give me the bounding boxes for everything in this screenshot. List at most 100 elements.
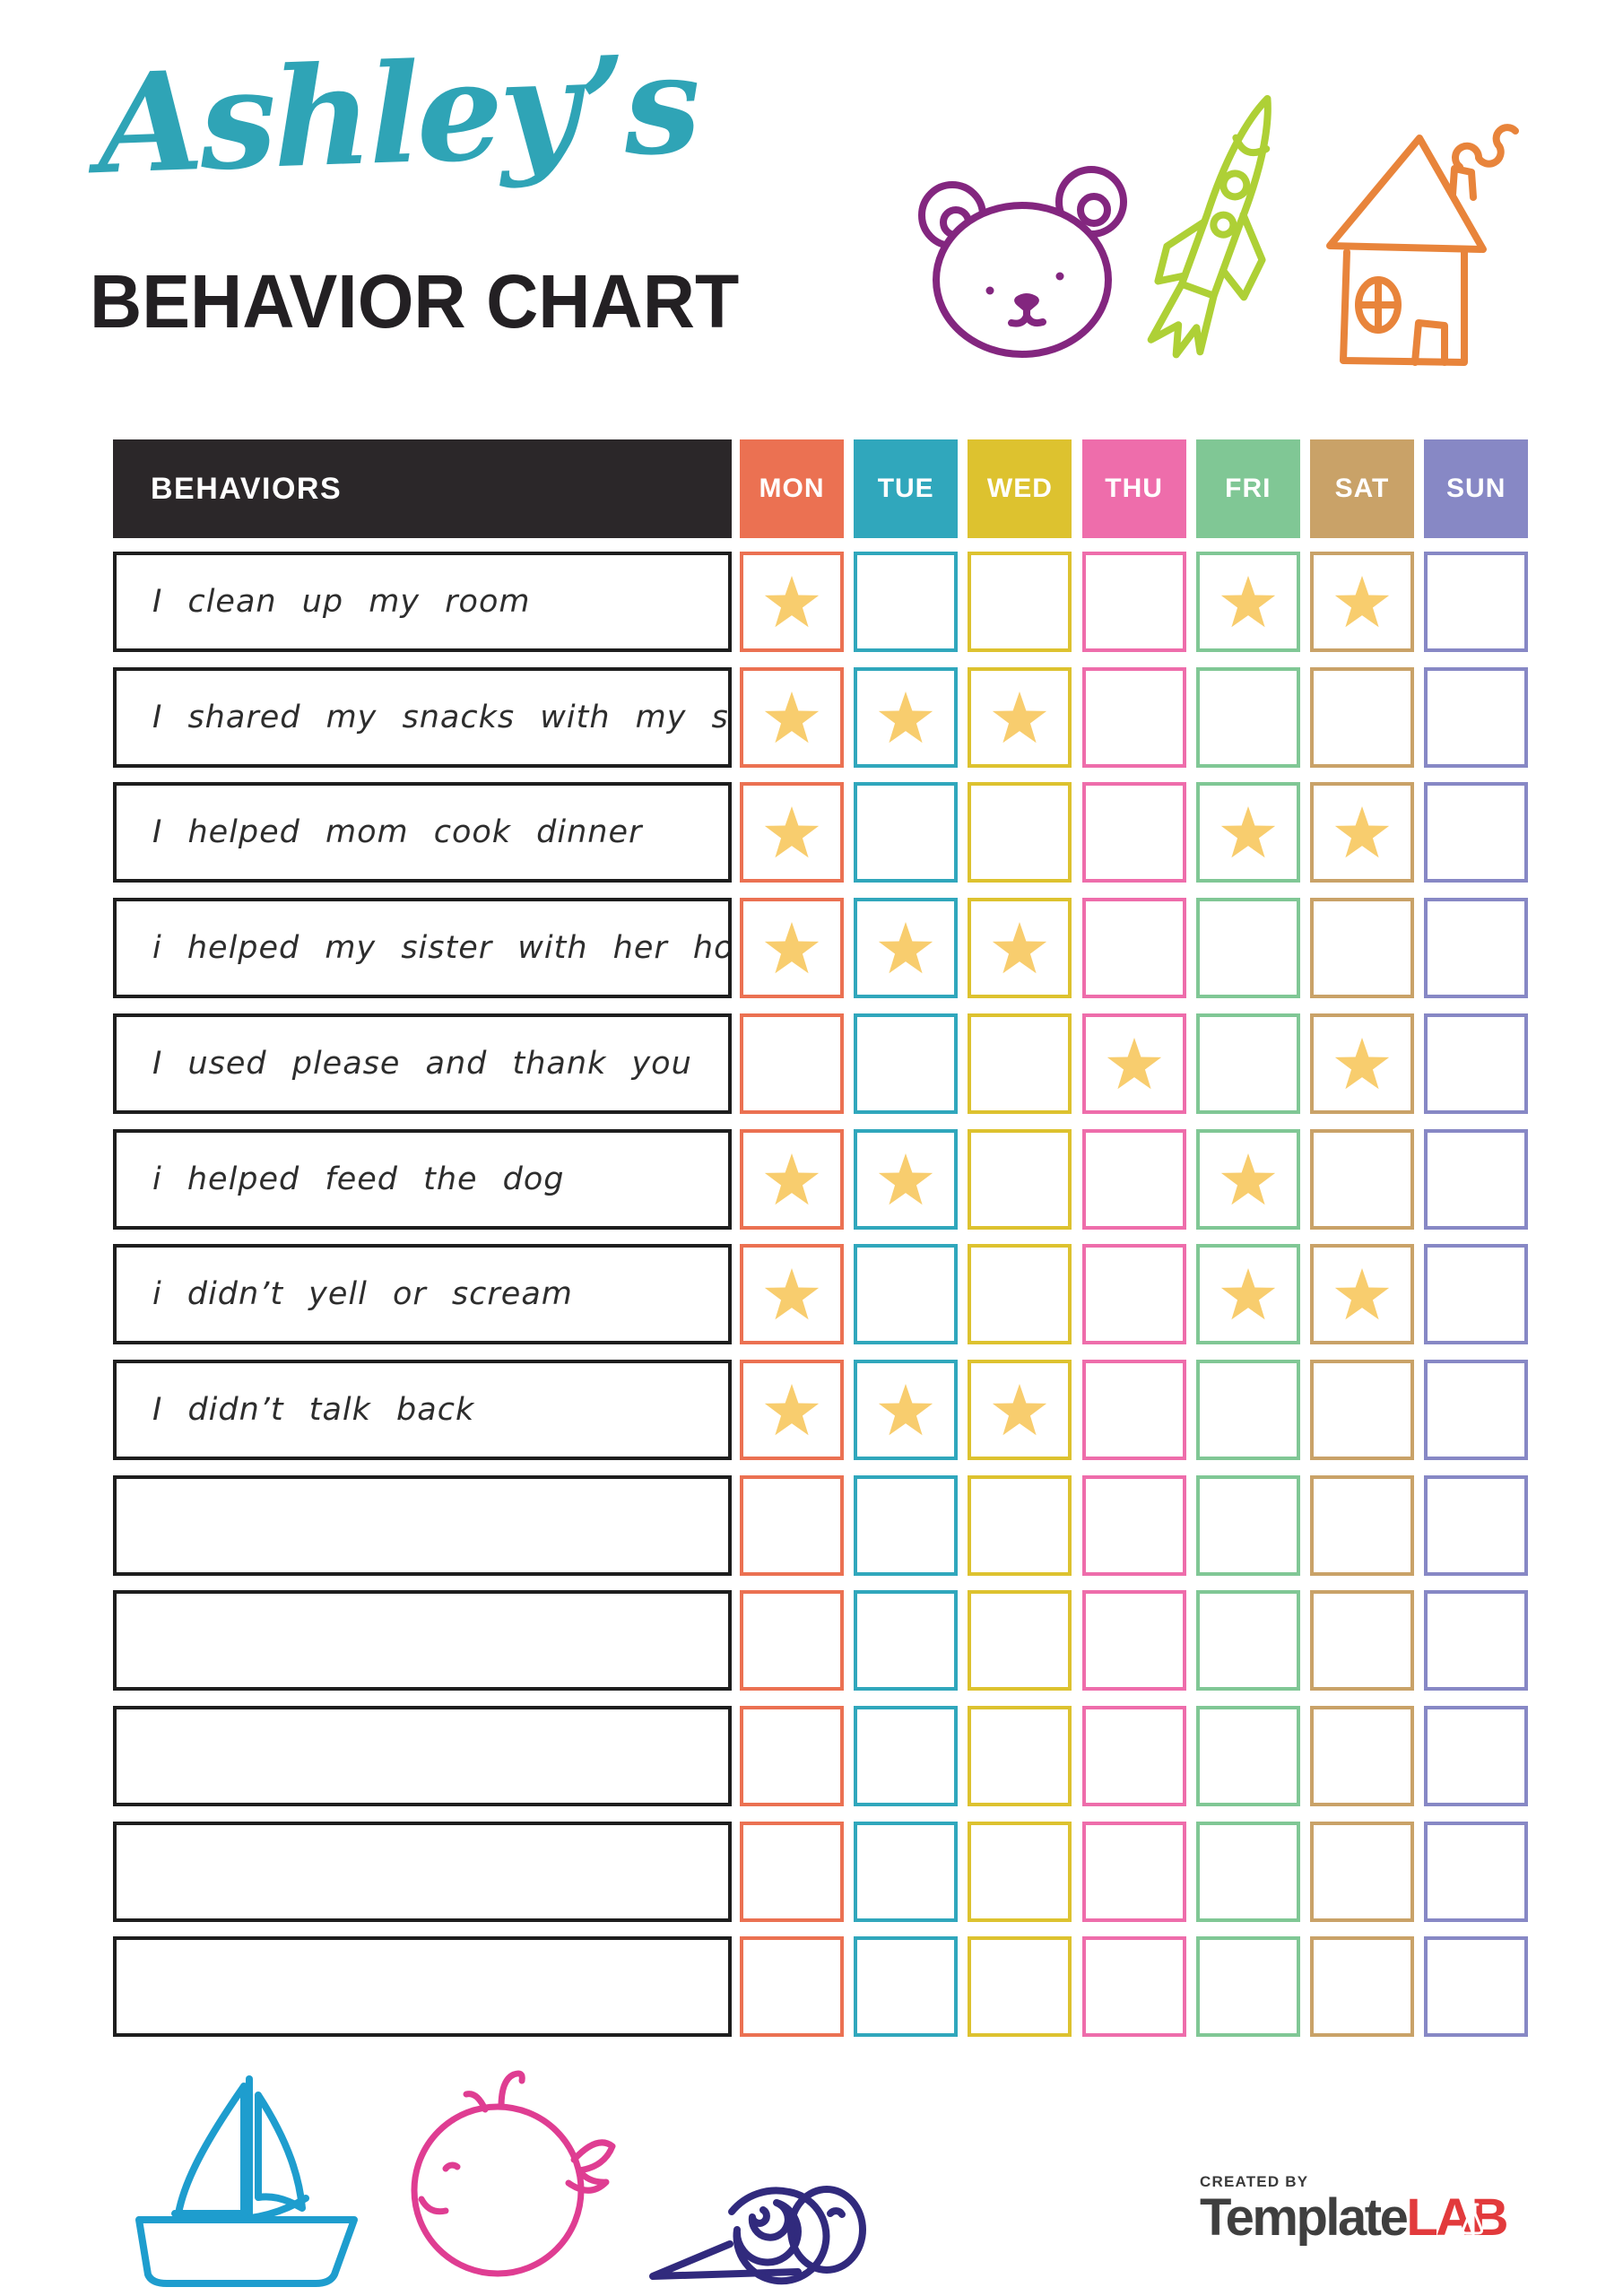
star-cell-tue[interactable]: [854, 1013, 959, 1114]
star-cell-thu[interactable]: [1081, 552, 1186, 652]
star-cell-tue[interactable]: [854, 1936, 959, 2038]
star-cell-mon[interactable]: [740, 1474, 844, 1576]
star-cell-fri[interactable]: [1195, 898, 1300, 999]
star-cell-thu[interactable]: [1081, 1936, 1186, 2038]
star-cell-sun[interactable]: [1424, 1821, 1529, 1922]
star-cell-sun[interactable]: [1424, 1474, 1529, 1576]
star-cell-thu[interactable]: [1081, 1128, 1186, 1230]
star-cell-tue[interactable]: [854, 782, 959, 883]
star-cell-fri[interactable]: [1195, 1706, 1300, 1806]
star-cell-sat[interactable]: [1310, 1013, 1414, 1114]
behavior-row-label: I helped mom cook dinner: [113, 782, 732, 883]
star-cell-mon[interactable]: [740, 552, 844, 652]
star-cell-sat[interactable]: [1310, 1244, 1414, 1345]
star-cell-thu[interactable]: [1081, 1706, 1186, 1806]
star-cell-tue[interactable]: [854, 552, 959, 652]
star-cell-sat[interactable]: [1310, 1359, 1414, 1460]
star-cell-mon[interactable]: [740, 898, 844, 999]
star-cell-fri[interactable]: [1195, 1590, 1300, 1692]
star-cell-wed[interactable]: [968, 1359, 1072, 1460]
star-cell-wed[interactable]: [968, 1128, 1072, 1230]
star-cell-sat[interactable]: [1310, 1936, 1414, 2038]
star-cell-thu[interactable]: [1081, 1590, 1186, 1692]
star-cell-mon[interactable]: [740, 782, 844, 883]
star-cell-wed[interactable]: [968, 666, 1072, 768]
star-cell-fri[interactable]: [1195, 666, 1300, 768]
star-cell-tue[interactable]: [854, 1359, 959, 1460]
star-icon: [1107, 1037, 1161, 1090]
behavior-row-label: I shared my snacks with my sister: [113, 666, 732, 768]
star-cell-thu[interactable]: [1081, 1013, 1186, 1114]
star-cell-wed[interactable]: [968, 1821, 1072, 1922]
star-cell-fri[interactable]: [1195, 552, 1300, 652]
star-cell-sat[interactable]: [1310, 898, 1414, 999]
star-cell-fri[interactable]: [1195, 1128, 1300, 1230]
star-cell-wed[interactable]: [968, 1706, 1072, 1806]
star-cell-sat[interactable]: [1310, 1821, 1414, 1922]
star-cell-wed[interactable]: [968, 1936, 1072, 2038]
star-icon: [764, 691, 820, 743]
star-cell-sun[interactable]: [1424, 1706, 1529, 1806]
star-cell-wed[interactable]: [968, 1013, 1072, 1114]
star-cell-mon[interactable]: [740, 1590, 844, 1692]
star-cell-mon[interactable]: [740, 1936, 844, 2038]
star-cell-sat[interactable]: [1310, 1590, 1414, 1692]
star-cell-thu[interactable]: [1081, 1359, 1186, 1460]
star-cell-wed[interactable]: [968, 1244, 1072, 1345]
star-cell-wed[interactable]: [968, 782, 1072, 883]
star-cell-mon[interactable]: [740, 1821, 844, 1922]
star-cell-sat[interactable]: [1310, 552, 1414, 652]
star-cell-fri[interactable]: [1195, 1936, 1300, 2038]
star-cell-sat[interactable]: [1310, 782, 1414, 883]
star-cell-sun[interactable]: [1424, 1013, 1529, 1114]
star-cell-tue[interactable]: [854, 1128, 959, 1230]
star-cell-sun[interactable]: [1424, 666, 1529, 768]
behavior-row-label: I used please and thank you: [113, 1013, 732, 1114]
star-cell-thu[interactable]: [1081, 782, 1186, 883]
star-cell-tue[interactable]: [854, 1706, 959, 1806]
star-cell-mon[interactable]: [740, 1706, 844, 1806]
star-cell-sun[interactable]: [1424, 1936, 1529, 2038]
brand-lab: LAB: [1406, 2188, 1508, 2247]
star-cell-mon[interactable]: [740, 1359, 844, 1460]
star-cell-wed[interactable]: [968, 898, 1072, 999]
star-cell-fri[interactable]: [1195, 1013, 1300, 1114]
star-cell-fri[interactable]: [1195, 1244, 1300, 1345]
star-cell-wed[interactable]: [968, 552, 1072, 652]
star-cell-thu[interactable]: [1081, 1244, 1186, 1345]
star-cell-tue[interactable]: [854, 666, 959, 768]
star-cell-tue[interactable]: [854, 1590, 959, 1692]
star-cell-fri[interactable]: [1195, 1474, 1300, 1576]
star-cell-tue[interactable]: [854, 1821, 959, 1922]
star-cell-sat[interactable]: [1310, 1706, 1414, 1806]
star-cell-thu[interactable]: [1081, 666, 1186, 768]
star-cell-wed[interactable]: [968, 1474, 1072, 1576]
star-cell-sun[interactable]: [1424, 898, 1529, 999]
star-cell-sun[interactable]: [1424, 552, 1529, 652]
star-cell-mon[interactable]: [740, 1128, 844, 1230]
star-cell-sat[interactable]: [1310, 1128, 1414, 1230]
star-cell-fri[interactable]: [1195, 1821, 1300, 1922]
behavior-row-label: [113, 1821, 732, 1922]
star-icon: [764, 1152, 820, 1205]
star-cell-tue[interactable]: [854, 898, 959, 999]
star-cell-sun[interactable]: [1424, 782, 1529, 883]
star-cell-mon[interactable]: [740, 666, 844, 768]
star-cell-sun[interactable]: [1424, 1128, 1529, 1230]
star-cell-tue[interactable]: [854, 1474, 959, 1576]
star-cell-thu[interactable]: [1081, 1821, 1186, 1922]
star-cell-sun[interactable]: [1424, 1590, 1529, 1692]
star-cell-fri[interactable]: [1195, 1359, 1300, 1460]
star-cell-mon[interactable]: [740, 1013, 844, 1114]
star-cell-thu[interactable]: [1081, 1474, 1186, 1576]
star-cell-sun[interactable]: [1424, 1244, 1529, 1345]
star-cell-fri[interactable]: [1195, 782, 1300, 883]
star-cell-sun[interactable]: [1424, 1359, 1529, 1460]
star-cell-tue[interactable]: [854, 1244, 959, 1345]
star-cell-thu[interactable]: [1081, 898, 1186, 999]
star-cell-sat[interactable]: [1310, 1474, 1414, 1576]
star-cell-wed[interactable]: [968, 1590, 1072, 1692]
behavior-row-label: i helped feed the dog: [113, 1128, 732, 1230]
star-cell-sat[interactable]: [1310, 666, 1414, 768]
star-cell-mon[interactable]: [740, 1244, 844, 1345]
